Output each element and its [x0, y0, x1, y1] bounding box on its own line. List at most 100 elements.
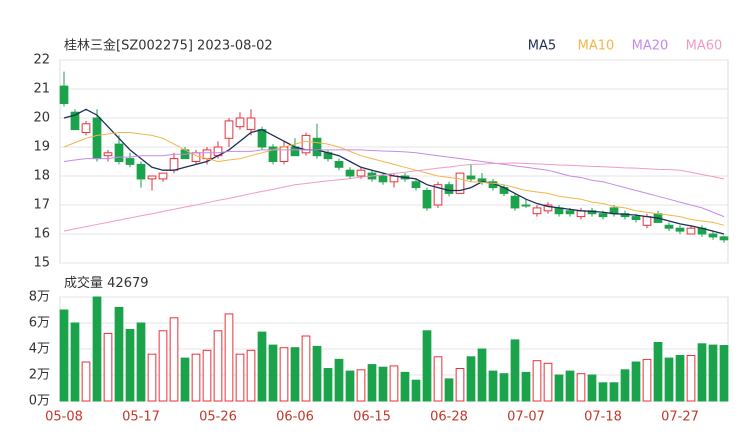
volume-tick-label: 2万	[29, 368, 50, 383]
y-tick-label: 17	[33, 198, 50, 213]
ma-line	[63, 108, 725, 235]
volume-bar	[653, 342, 663, 402]
volume-bar	[532, 360, 542, 402]
x-tick-label: 05-17	[122, 410, 160, 425]
candle-body	[92, 117, 102, 160]
volume-bar	[345, 370, 355, 402]
legend-label: MA20	[632, 39, 669, 54]
candle-body	[224, 120, 234, 139]
candle-body	[642, 216, 652, 226]
x-tick-label: 06-28	[430, 410, 468, 425]
candle-body	[114, 143, 124, 163]
volume-bar	[147, 353, 157, 402]
y-tick-label: 15	[33, 256, 50, 271]
volume-bar	[268, 344, 278, 402]
volume-bar	[389, 365, 399, 402]
candle-body	[279, 146, 289, 162]
candle-body	[422, 190, 432, 209]
volume-bar	[488, 370, 498, 402]
candle-body	[356, 169, 366, 177]
volume-bar	[158, 330, 168, 402]
candle-body	[565, 210, 575, 215]
volume-bar	[290, 347, 300, 402]
candle-body	[59, 85, 69, 104]
volume-bar	[422, 330, 432, 402]
volume-bar	[433, 356, 443, 402]
volume-bar	[213, 330, 223, 402]
volume-bar	[444, 378, 454, 402]
volume-bar	[59, 309, 69, 402]
volume-bar	[521, 371, 531, 402]
volume-title: 成交量 42679	[64, 275, 149, 291]
x-tick-label: 07-27	[661, 410, 699, 425]
volume-bar	[697, 343, 707, 402]
ma-line	[63, 149, 725, 218]
volume-bar	[576, 373, 586, 402]
volume-bar	[334, 358, 344, 402]
candle-body	[521, 204, 531, 207]
volume-bar	[235, 353, 245, 402]
candle-body	[378, 175, 388, 183]
volume-bar	[103, 332, 113, 402]
candle-body	[81, 123, 91, 134]
candle-body	[532, 207, 542, 215]
candle-body	[543, 204, 553, 212]
volume-bar	[312, 345, 322, 402]
volume-bar	[301, 335, 311, 402]
volume-tick-label: 0万	[29, 394, 50, 409]
volume-bar	[279, 347, 289, 402]
volume-bar	[543, 362, 553, 402]
candle-body	[169, 158, 179, 171]
volume-tick-label: 6万	[29, 316, 50, 331]
legend-label: MA60	[686, 39, 723, 54]
candle-body	[598, 213, 608, 218]
volume-bar	[609, 382, 619, 402]
volume-tick-label: 8万	[29, 290, 50, 305]
legend-label: MA10	[578, 39, 615, 54]
candle-body	[455, 172, 465, 194]
ma-line	[63, 162, 725, 232]
candle-body	[510, 195, 520, 209]
volume-bar	[554, 374, 564, 402]
candle-body	[686, 227, 696, 235]
volume-bar	[400, 371, 410, 402]
x-tick-label: 06-15	[353, 410, 391, 425]
volume-bar	[323, 368, 333, 402]
volume-bar	[642, 358, 652, 402]
candle-body	[202, 149, 212, 160]
candle-body	[675, 227, 685, 232]
volume-bar	[620, 369, 630, 402]
volume-bar	[81, 361, 91, 402]
volume-bar	[598, 382, 608, 402]
volume-tick-label: 4万	[29, 342, 50, 357]
volume-latest: 42679	[107, 276, 148, 291]
candle-body	[312, 137, 322, 157]
volume-bar	[510, 339, 520, 402]
candle-body	[268, 146, 278, 162]
y-tick-label: 16	[33, 227, 50, 242]
candle-body	[719, 236, 729, 241]
candle-body	[576, 210, 586, 218]
volume-bar	[202, 349, 212, 402]
candle-body	[257, 129, 267, 148]
volume-bar	[378, 366, 388, 402]
candle-body	[444, 184, 454, 194]
candle-body	[301, 134, 311, 154]
x-tick-label: 06-06	[276, 410, 314, 425]
volume-bar	[180, 357, 190, 402]
y-tick-label: 21	[33, 82, 50, 97]
x-tick-label: 05-26	[199, 410, 237, 425]
y-tick-label: 22	[33, 53, 50, 68]
volume-bar	[719, 345, 729, 402]
y-tick-label: 19	[33, 140, 50, 155]
x-tick-label: 07-07	[507, 410, 545, 425]
price-frame	[59, 59, 729, 264]
candle-body	[125, 158, 135, 165]
volume-label: 成交量	[64, 275, 103, 291]
volume-bar	[499, 373, 509, 402]
y-tick-label: 20	[33, 111, 50, 126]
candle-body	[708, 233, 718, 238]
candle-body	[70, 111, 80, 131]
candle-body	[631, 216, 641, 221]
